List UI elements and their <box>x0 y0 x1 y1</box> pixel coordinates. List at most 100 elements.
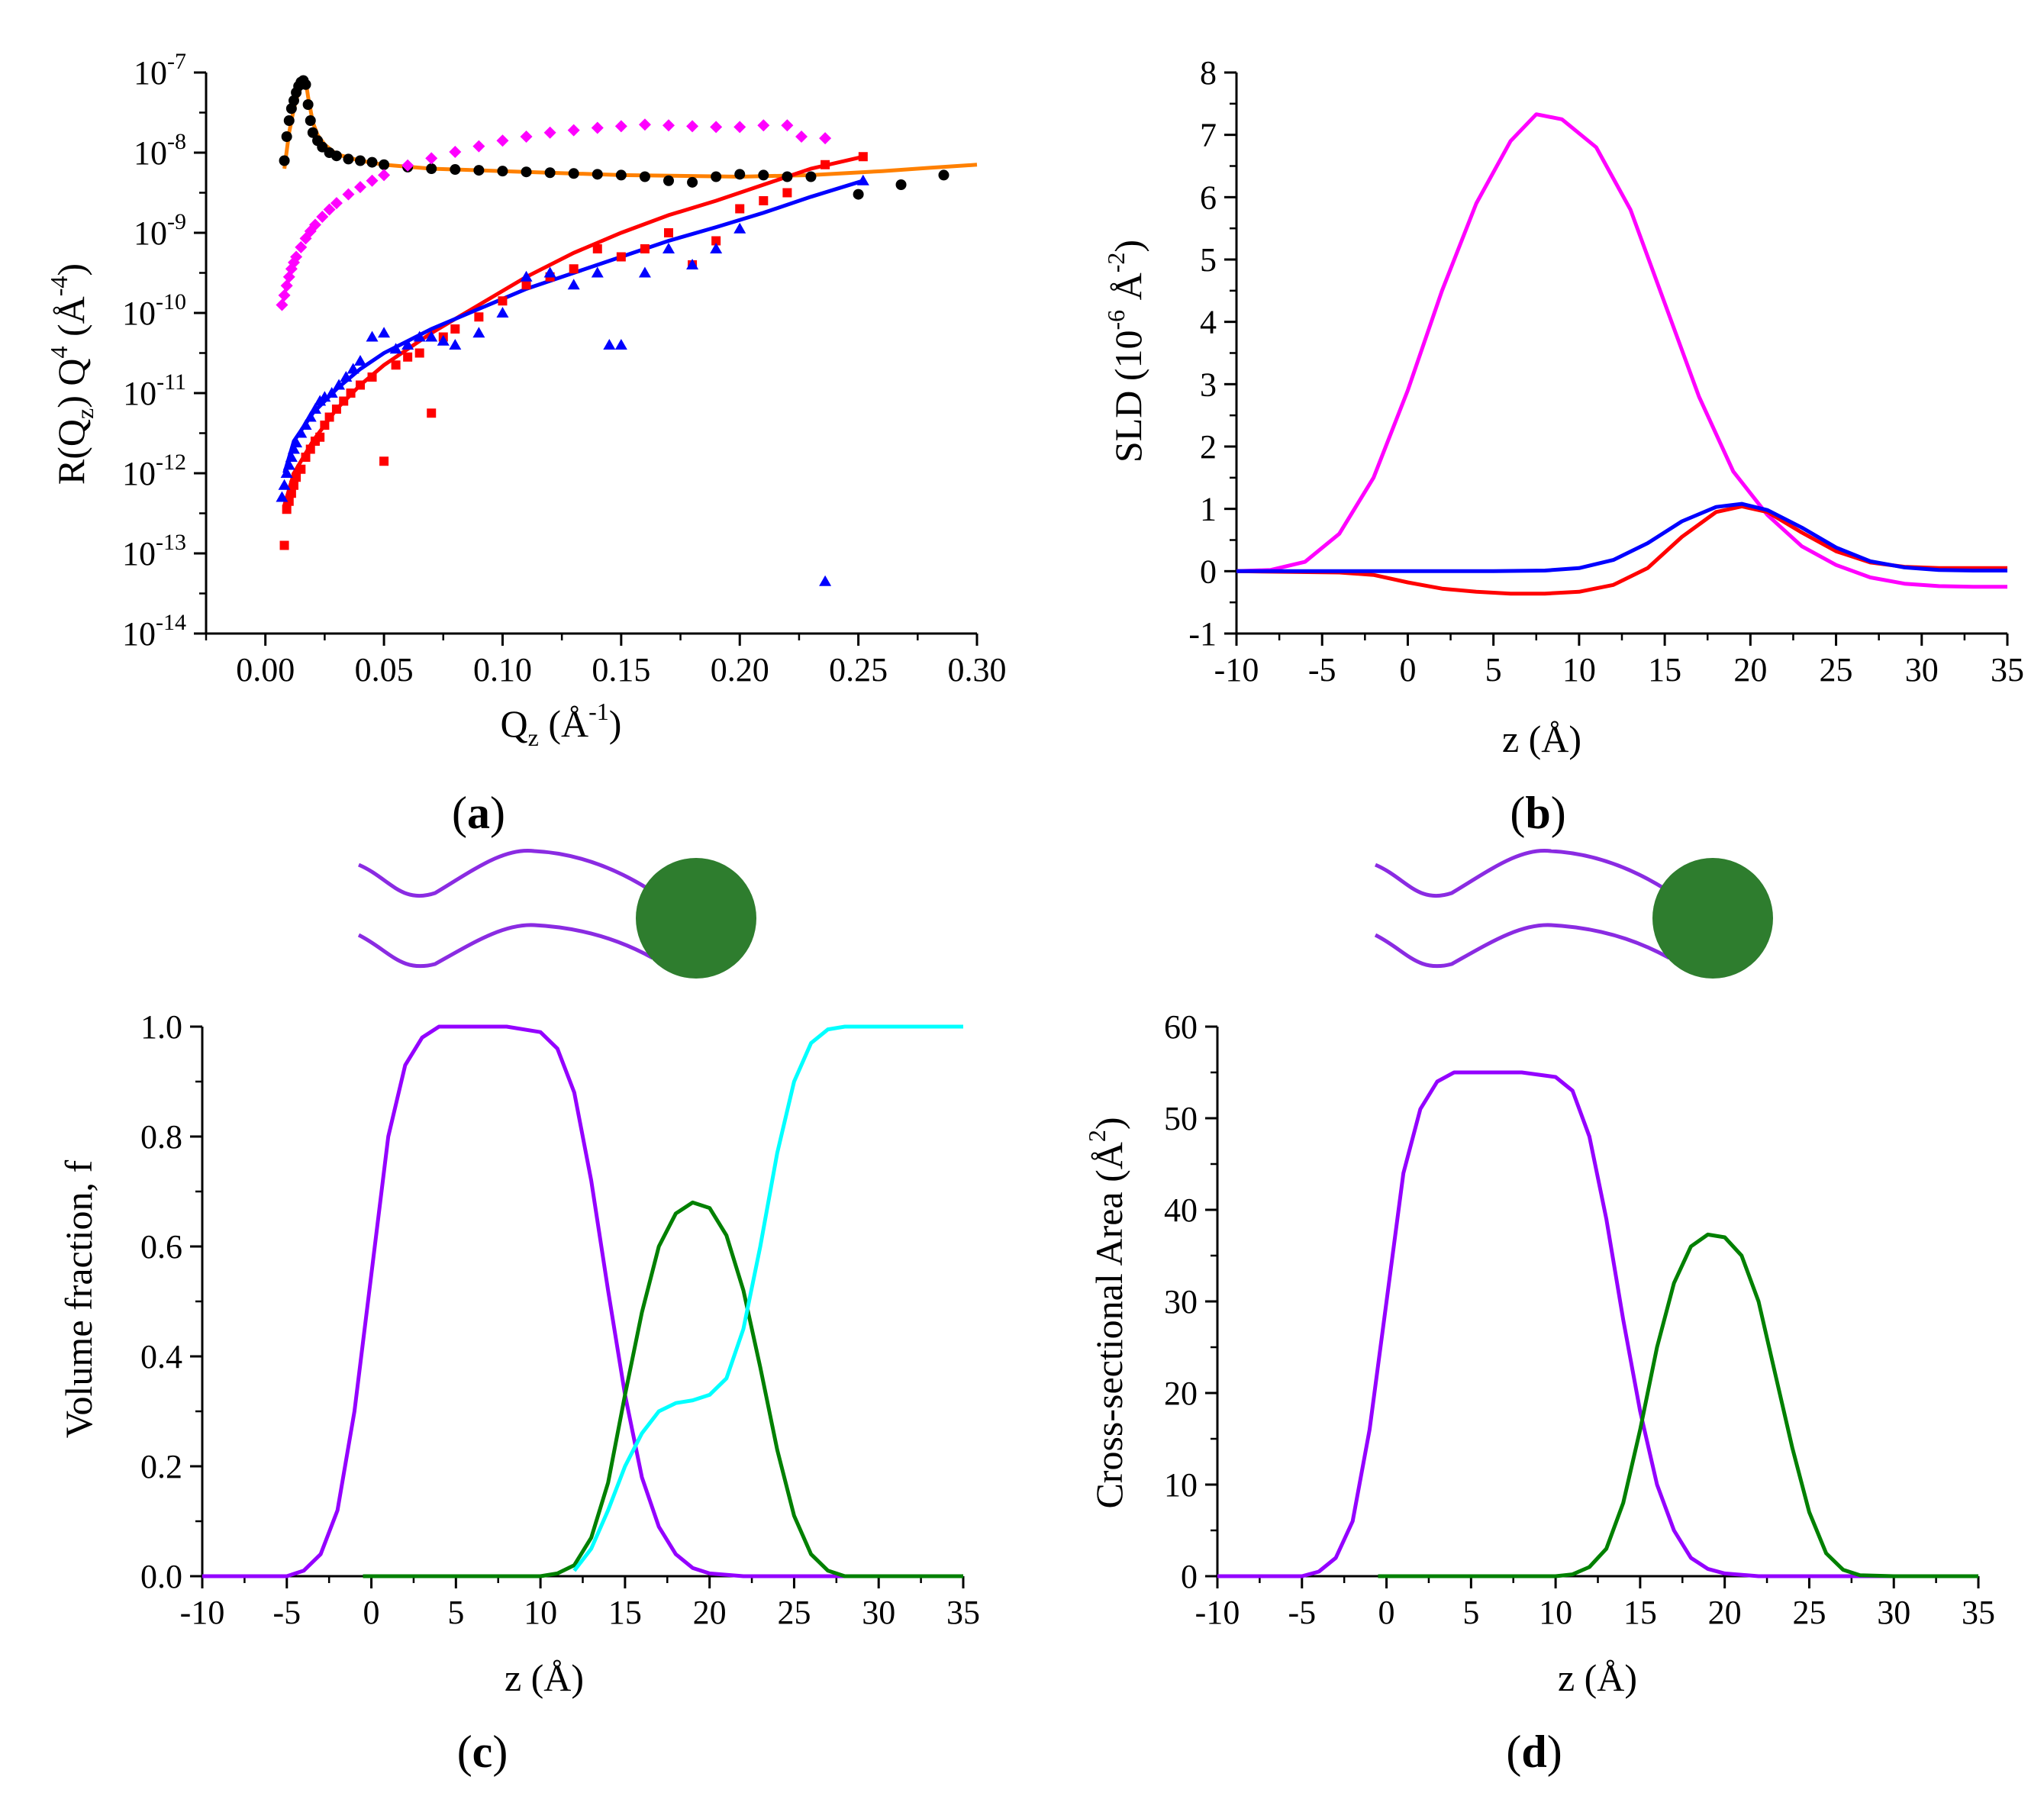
c-y-axis-label: Volume fraction, f <box>57 1160 100 1439</box>
a-point-black-data <box>639 171 650 182</box>
a-point-magenta-data <box>316 211 329 223</box>
b-data-marks <box>1236 112 2007 596</box>
a-point-black-data <box>473 165 485 176</box>
a-point-magenta-data <box>323 203 336 216</box>
a-point-red-data <box>356 380 365 390</box>
a-point-black-data <box>687 176 698 188</box>
a-axes: 0.00 0.05 0.10 0.15 0.20 0.25 0.30 10-7 10-8 10-9… <box>122 49 1007 688</box>
a-y-tick-label: 10-9 <box>134 209 186 252</box>
a-point-blue-data <box>819 575 832 586</box>
a-point-blue-data <box>437 334 450 346</box>
a-point-red-data <box>289 480 298 490</box>
a-point-magenta-data <box>401 159 414 172</box>
a-point-blue-data <box>287 443 300 454</box>
d-series-line-purple <box>1217 1070 1894 1578</box>
a-point-blue-data <box>449 339 462 350</box>
b-y-tick-label: 8 <box>1200 54 1217 92</box>
a-point-blue-data <box>304 411 317 422</box>
a-point-magenta-data <box>795 131 808 143</box>
a-point-blue-data <box>299 419 312 430</box>
a-point-blue-data <box>591 266 604 278</box>
d-panel-label: (d) <box>1506 1727 1562 1777</box>
a-point-black-data <box>307 127 318 138</box>
d-y-axis-label: Cross-sectional Area (Å2) <box>1083 1117 1130 1508</box>
a-point-blue-data <box>663 243 675 253</box>
a-point-blue-data <box>340 371 353 382</box>
a-point-red-data <box>664 228 673 237</box>
a-point-magenta-data <box>614 120 627 133</box>
b-y-tick-label: 0 <box>1200 553 1217 590</box>
a-point-blue-data <box>285 451 298 462</box>
a-point-blue-data <box>282 459 295 470</box>
a-point-red-data <box>498 296 508 306</box>
c-series-line-purple <box>202 1024 879 1578</box>
a-point-black-data <box>592 169 603 180</box>
lipid-illustration-c <box>357 848 756 979</box>
c-x-tick-label: 0 <box>363 1594 380 1631</box>
a-point-black-data <box>521 166 532 178</box>
a-point-blue-data <box>401 339 414 350</box>
a-point-black-data <box>544 167 556 179</box>
a-point-red-data <box>414 348 424 358</box>
a-point-magenta-data <box>733 121 746 134</box>
c-axes: -10 -5 0 5 10 15 20 25 30 35 0.0 0.2 0.4 0.6 0.8 1.0 <box>140 1008 980 1631</box>
a-point-black-data <box>568 168 579 179</box>
a-point-black-data <box>758 169 769 181</box>
d-x-tick-label: 25 <box>1792 1594 1826 1631</box>
a-point-red-data <box>474 312 484 322</box>
a-point-black-data <box>615 169 627 181</box>
lipid-tail-lower <box>357 923 654 969</box>
a-point-magenta-data <box>781 119 794 132</box>
c-x-tick-label: 10 <box>524 1594 557 1631</box>
a-point-blue-data <box>413 331 426 342</box>
a-point-red-data <box>450 324 460 334</box>
a-point-blue-data <box>308 403 321 414</box>
c-y-tick-label: 0.0 <box>140 1558 182 1595</box>
a-point-magenta-data <box>710 121 723 134</box>
b-x-tick-label: 10 <box>1562 651 1596 688</box>
a-point-red-data <box>296 464 306 474</box>
a-point-black-data <box>330 150 342 162</box>
a-point-blue-data <box>603 339 616 350</box>
b-x-tick-label: 5 <box>1485 651 1502 688</box>
a-point-black-data <box>711 171 722 182</box>
a-point-blue-data <box>295 427 308 438</box>
b-y-tick-label: -1 <box>1188 615 1217 653</box>
a-point-black-data <box>288 95 299 106</box>
d-x-tick-label: 5 <box>1462 1594 1479 1631</box>
a-point-blue-data <box>567 279 580 290</box>
c-x-tick-label: 20 <box>693 1594 727 1631</box>
a-point-red-data <box>305 444 315 454</box>
panel-d: -10 -5 0 5 10 15 20 25 30 35 0 10 20 30 40 50 60 z (Å) C… <box>1083 1008 1995 1777</box>
a-point-magenta-data <box>280 279 293 292</box>
b-x-tick-label: 15 <box>1648 651 1681 688</box>
lipid-tail-lower <box>1374 923 1671 969</box>
b-y-tick-label: 7 <box>1200 117 1217 154</box>
b-series-line-magenta <box>1236 112 2007 589</box>
a-point-blue-data <box>278 479 291 490</box>
a-point-magenta-data <box>276 298 289 311</box>
a-point-black-data <box>305 115 316 126</box>
a-point-magenta-data <box>472 140 485 153</box>
a-point-blue-data <box>389 343 402 354</box>
a-point-black-data <box>734 169 746 180</box>
a-point-blue-data <box>520 270 533 282</box>
a-point-red-data <box>286 489 296 498</box>
a-point-black-data <box>782 171 793 182</box>
a-point-magenta-data <box>342 188 355 201</box>
a-point-blue-data <box>710 243 723 253</box>
a-point-red-data <box>735 204 745 214</box>
a-point-magenta-data <box>449 145 462 158</box>
a-point-magenta-data <box>308 218 321 231</box>
a-point-magenta-data <box>290 250 303 263</box>
a-point-blue-data <box>638 266 651 278</box>
a-point-red-data <box>521 280 531 290</box>
a-point-red-data <box>391 360 401 370</box>
d-y-tick-label: 60 <box>1164 1008 1198 1046</box>
d-x-tick-label: 35 <box>1962 1594 1995 1631</box>
d-data-marks <box>1217 1070 1978 1578</box>
d-y-tick-label: 30 <box>1164 1283 1198 1320</box>
a-point-red-data <box>569 264 579 274</box>
a-point-magenta-data <box>686 120 699 133</box>
